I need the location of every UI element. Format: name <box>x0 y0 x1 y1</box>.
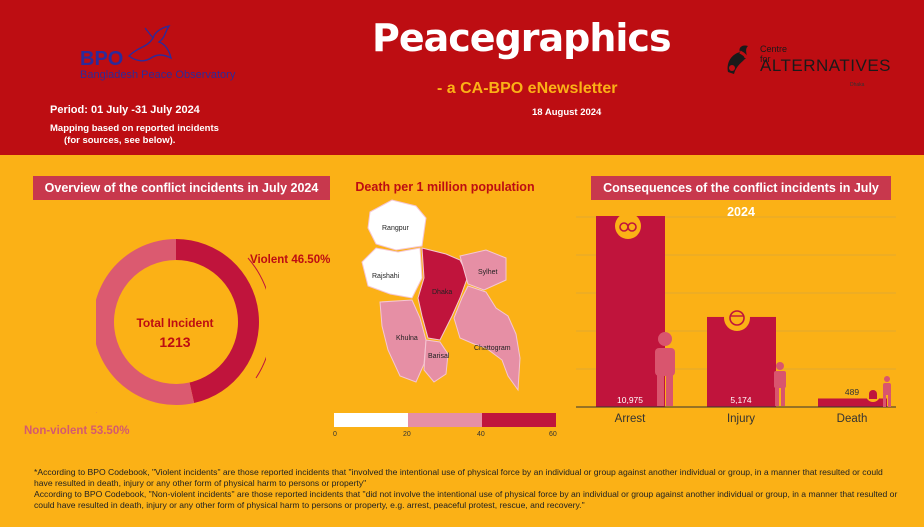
mapping-note: Mapping based on reported incidents (for… <box>50 123 219 147</box>
footnote: *According to BPO Codebook, "Violent inc… <box>34 467 902 511</box>
legend-tick-40: 40 <box>477 431 485 438</box>
map-label-rajshahi: Rajshahi <box>372 273 400 280</box>
total-incident-value: 1213 <box>159 334 191 350</box>
map-region-barisal <box>423 339 449 383</box>
partner-name: ALTERNATIVES <box>760 56 892 75</box>
map-color-legend <box>334 413 556 427</box>
map-label-chattogram: Chattogram <box>474 345 511 352</box>
bar-injury <box>707 316 776 407</box>
map-title: Death per 1 million population <box>355 180 535 194</box>
consequences-title: Consequences of the conflict incidents i… <box>591 176 891 219</box>
tombstone-icon <box>866 388 880 402</box>
donut-slice-violent <box>176 239 259 404</box>
bar-value-death: 489 <box>844 387 860 397</box>
category-label-death: Death <box>836 413 868 425</box>
mapping-line-2: (for sources, see below). <box>64 135 176 146</box>
map-label-sylhet: Sylhet <box>478 269 498 276</box>
category-label-arrest: Arrest <box>614 413 646 425</box>
legend-tick-20: 20 <box>403 431 411 438</box>
overview-title: Overview of the conflict incidents in Ju… <box>33 176 330 200</box>
partner-city: Dhaka <box>850 82 865 88</box>
map-region-rangpur <box>367 199 427 251</box>
bangladesh-division-map: Rangpur Rajshahi Dhaka Sylhet Khulna Bar… <box>361 199 521 392</box>
map-region-chattogram <box>453 285 521 392</box>
donut-slice-nonviolent <box>96 239 195 405</box>
injured-person-icon <box>724 305 750 331</box>
incident-donut-chart <box>96 239 266 413</box>
dove-icon <box>127 24 173 62</box>
page-title: Peacegraphics <box>372 16 672 60</box>
bpo-logo: BPO Bangladesh Peace Observatory <box>80 48 235 81</box>
person-large-icon <box>655 332 675 406</box>
bpo-logo-mark: BPO <box>80 48 124 70</box>
person-medium-icon <box>774 362 786 406</box>
map-region-sylhet <box>459 249 507 291</box>
map-region-rajshahi <box>361 247 423 299</box>
violent-callout-arc <box>247 257 266 379</box>
violent-percent-label: Violent 46.50% <box>250 254 331 266</box>
page-subtitle: - a CA-BPO eNewsletter <box>437 80 618 97</box>
handcuffs-icon <box>615 213 641 239</box>
map-label-barisal: Barisal <box>428 353 450 360</box>
issue-date: 18 August 2024 <box>532 107 602 118</box>
bar-arrest <box>596 216 665 407</box>
map-label-khulna: Khulna <box>396 335 418 342</box>
legend-tick-0: 0 <box>333 431 337 438</box>
map-label-rangpur: Rangpur <box>382 225 410 232</box>
person-small-icon <box>883 376 891 407</box>
bpo-logo-name: Bangladesh Peace Observatory <box>80 69 236 81</box>
map-label-dhaka: Dhaka <box>432 289 452 296</box>
bar-value-arrest: 10,975 <box>617 395 643 405</box>
footnote-violent-definition: *According to BPO Codebook, "Violent inc… <box>34 467 883 488</box>
header-banner: BPO Bangladesh Peace Observatory Period:… <box>0 0 924 155</box>
category-label-injury: Injury <box>726 413 756 425</box>
bar-value-injury: 5,174 <box>730 395 752 405</box>
nonviolent-percent-label: Non-violent 53.50% <box>24 425 130 437</box>
partner-small-text: Centre for <box>760 44 788 64</box>
total-incident-label: Total Incident <box>136 316 214 330</box>
ca-emblem-icon <box>727 45 748 74</box>
consequences-bar-chart <box>576 213 896 408</box>
mapping-line-1: Mapping based on reported incidents <box>50 123 219 134</box>
map-region-dhaka <box>417 247 469 341</box>
period-text: Period: 01 July -31 July 2024 <box>50 104 200 116</box>
legend-tick-60: 60 <box>549 431 557 438</box>
map-region-khulna <box>379 299 427 383</box>
footnote-nonviolent-definition: According to BPO Codebook, "Non-violent … <box>34 489 898 510</box>
bar-death <box>818 398 887 407</box>
